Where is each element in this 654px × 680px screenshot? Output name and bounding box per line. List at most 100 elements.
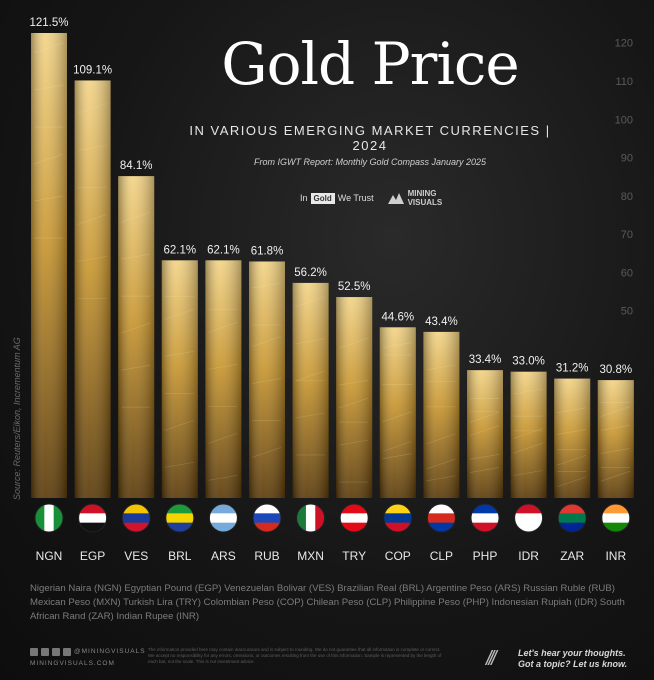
footer-url[interactable]: MININGVISUALS.COM xyxy=(30,660,115,667)
bar-texture xyxy=(251,378,282,384)
x-icon[interactable] xyxy=(41,648,49,656)
y-tick-label: 60 xyxy=(621,267,633,279)
category-label-try: TRY xyxy=(342,549,366,563)
bar-sheen-zar xyxy=(554,378,591,498)
bar-sheen-php xyxy=(467,370,503,498)
bar-texture xyxy=(339,337,369,349)
social-icons: @MININGVISUALS xyxy=(30,648,146,656)
bar-texture xyxy=(513,442,543,454)
category-label-ngn: NGN xyxy=(36,549,63,563)
bar-texture xyxy=(295,370,325,382)
value-label-egp: 109.1% xyxy=(73,64,112,76)
bar-sheen-mxn xyxy=(292,282,329,498)
bar-texture xyxy=(251,447,282,458)
y-tick-label: 90 xyxy=(621,153,633,165)
footer-social: @MININGVISUALS MININGVISUALS.COM xyxy=(30,648,146,667)
bar-texture xyxy=(164,461,194,468)
flag-zar-icon xyxy=(557,503,587,533)
flag-ves-icon xyxy=(121,503,151,533)
bar-texture xyxy=(382,411,412,422)
bar-texture xyxy=(208,433,238,444)
bar-texture xyxy=(557,429,587,435)
bar-texture xyxy=(33,195,64,202)
value-label-try: 52.5% xyxy=(338,281,371,293)
category-label-zar: ZAR xyxy=(560,549,584,563)
bar-texture xyxy=(164,350,194,357)
linkedin-icon[interactable] xyxy=(63,648,71,656)
source-line: From IGWT Report: Monthly Gold Compass J… xyxy=(253,157,487,167)
bar-texture xyxy=(121,322,151,334)
bar-texture xyxy=(77,145,107,151)
logo-mv-line1: MINING xyxy=(407,189,437,198)
category-label-ves: VES xyxy=(124,549,148,563)
bar-texture xyxy=(382,453,412,459)
category-label-egp: EGP xyxy=(80,549,105,563)
bar-sheen-inr xyxy=(597,380,634,498)
bar-texture xyxy=(426,475,456,482)
miningvisuals-logo[interactable]: MINING VISUALS xyxy=(387,189,443,207)
cta-line1: Let's hear your thoughts. xyxy=(518,648,626,658)
flag-rub-icon xyxy=(252,503,282,533)
bar-texture xyxy=(33,42,64,54)
bar-texture xyxy=(339,379,369,386)
logo-ingold-right: We Trust xyxy=(337,193,374,203)
bar-texture xyxy=(557,407,587,414)
category-label-rub: RUB xyxy=(254,549,279,563)
call-to-action: Let's hear your thoughts. Got a topic? L… xyxy=(518,648,627,670)
chart-subtitle: IN VARIOUS EMERGING MARKET CURRENCIES | … xyxy=(189,123,551,153)
category-label-cop: COP xyxy=(385,549,411,563)
value-label-mxn: 56.2% xyxy=(294,267,327,279)
bar-texture xyxy=(77,214,107,225)
value-label-ves: 84.1% xyxy=(120,160,153,172)
bar-texture xyxy=(251,282,282,289)
bar-texture xyxy=(77,256,107,262)
logo-mv-line2: VISUALS xyxy=(407,198,443,207)
bar-texture xyxy=(339,397,369,409)
value-label-ngn: 121.5% xyxy=(29,17,68,29)
bar-texture xyxy=(513,388,543,395)
bar-sheen-clp xyxy=(423,331,460,498)
bar-sheen-egp xyxy=(74,80,111,498)
bar-sheen-brl xyxy=(161,260,198,498)
instagram-icon[interactable] xyxy=(52,648,60,656)
bar-texture xyxy=(382,342,412,348)
y-tick-label: 120 xyxy=(615,38,633,50)
y-tick-label: 50 xyxy=(621,306,633,318)
y-tick-label: 80 xyxy=(621,191,633,203)
cta-line2: Got a topic? Let us know. xyxy=(518,659,628,669)
category-label-php: PHP xyxy=(473,549,498,563)
bar-sheen-try xyxy=(336,297,373,498)
bar-texture xyxy=(121,211,151,223)
bar-texture xyxy=(295,412,325,419)
value-label-brl: 62.1% xyxy=(163,244,196,256)
value-label-cop: 44.6% xyxy=(381,311,414,323)
bar-texture xyxy=(33,153,64,165)
value-label-ars: 62.1% xyxy=(207,244,240,256)
y-tick-label: 70 xyxy=(621,229,633,241)
value-label-rub: 61.8% xyxy=(251,245,284,257)
bar-texture xyxy=(600,470,630,482)
bar-texture xyxy=(469,454,500,460)
flag-php-icon xyxy=(470,503,500,533)
y-tick-label: 100 xyxy=(615,114,633,126)
bar-texture xyxy=(557,454,587,466)
bar-texture xyxy=(295,296,325,308)
footer-handle: @MININGVISUALS xyxy=(74,648,146,655)
slashes-mark: /// xyxy=(486,648,497,670)
flag-ngn-icon xyxy=(34,503,64,533)
bar-texture xyxy=(469,425,500,436)
bar-texture xyxy=(513,428,543,439)
bar-texture xyxy=(208,363,238,370)
bar-texture xyxy=(251,336,282,347)
flag-brl-icon xyxy=(165,503,195,533)
ingoldwetrust-logo[interactable]: In Gold We Trust xyxy=(300,192,374,204)
bar-sheen-ars xyxy=(205,260,242,498)
bar-sheen-cop xyxy=(379,327,416,498)
y-tick-label: 110 xyxy=(615,76,633,88)
facebook-icon[interactable] xyxy=(30,648,38,656)
value-label-inr: 30.8% xyxy=(599,364,632,376)
flag-try-icon xyxy=(339,503,369,533)
bar-texture xyxy=(208,474,238,481)
category-label-clp: CLP xyxy=(430,549,453,563)
